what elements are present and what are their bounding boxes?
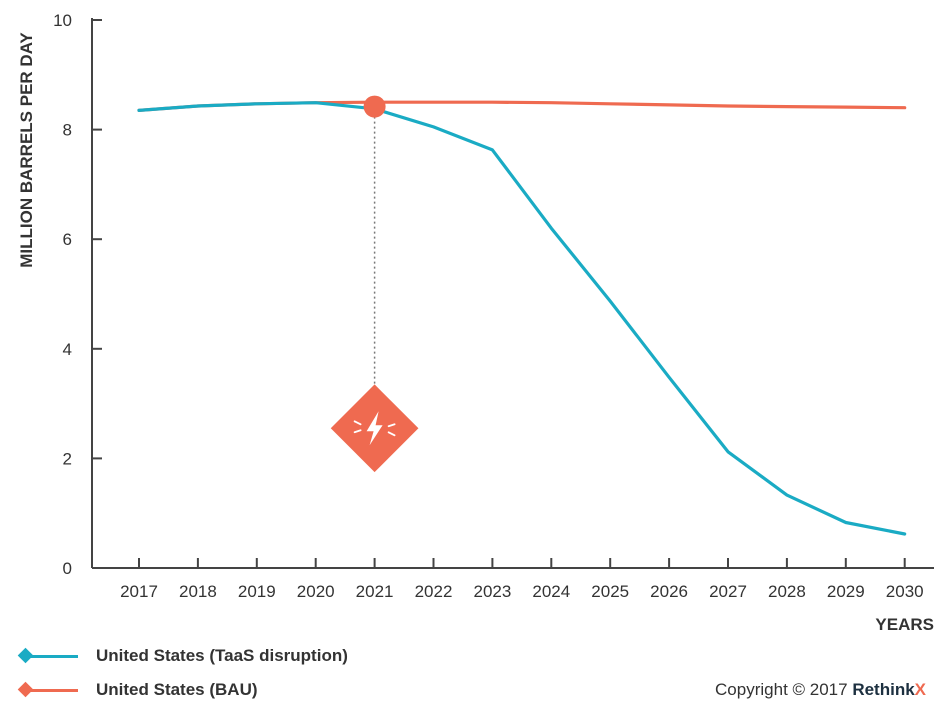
y-tick-label: 8 <box>63 121 72 140</box>
lightning-bolt-shape <box>366 411 383 446</box>
series-line-taas <box>137 101 907 536</box>
x-tick-label: 2030 <box>886 582 924 601</box>
legend-label-bau: United States (BAU) <box>96 680 258 699</box>
y-tick-label: 4 <box>63 340 72 359</box>
line-chart: 0 2 4 6 8 10 2017 2018 2019 2020 2021 2022 2023 2024… <box>17 11 934 634</box>
diamond-icon <box>17 647 34 664</box>
legend-label-taas: United States (TaaS disruption) <box>96 646 348 665</box>
brand-logo-x: X <box>914 680 926 699</box>
spark-line <box>387 431 396 437</box>
x-tick-label: 2018 <box>179 582 217 601</box>
x-tick-label: 2026 <box>650 582 688 601</box>
series-layer <box>137 100 907 536</box>
brand-logo-text: Rethink <box>852 680 915 699</box>
copyright-text: Copyright © 2017 <box>715 680 853 699</box>
x-tick-label: 2024 <box>532 582 570 601</box>
diamond-icon <box>17 681 34 698</box>
x-axis: 2017 2018 2019 2020 2021 2022 2023 2024 2025 2026… <box>92 558 934 601</box>
x-tick-label: 2023 <box>473 582 511 601</box>
spark-line <box>387 423 396 428</box>
x-tick-label: 2017 <box>120 582 158 601</box>
x-axis-label: YEARS <box>875 615 934 634</box>
disruption-point-marker <box>363 95 386 118</box>
annotation-layer <box>330 95 419 473</box>
legend-item-bau: United States (BAU) <box>14 680 258 700</box>
y-tick-label: 2 <box>63 449 72 468</box>
y-axis-label: MILLION BARRELS PER DAY <box>17 32 36 268</box>
x-tick-label: 2022 <box>415 582 453 601</box>
spark-line <box>353 429 362 434</box>
legend-swatch-bau <box>14 680 78 700</box>
legend-item-taas: United States (TaaS disruption) <box>14 646 348 666</box>
legend-swatch-taas <box>14 646 78 666</box>
copyright-notice: Copyright © 2017 RethinkX <box>715 680 926 700</box>
y-tick-label: 10 <box>53 11 72 30</box>
spark-line <box>353 420 362 426</box>
x-tick-label: 2020 <box>297 582 335 601</box>
y-tick-label: 0 <box>63 559 72 578</box>
x-tick-label: 2027 <box>709 582 747 601</box>
x-tick-label: 2019 <box>238 582 276 601</box>
x-tick-label: 2028 <box>768 582 806 601</box>
disruption-diamond <box>330 384 419 473</box>
lightning-bolt-icon <box>353 411 396 446</box>
x-tick-label: 2025 <box>591 582 629 601</box>
x-tick-label: 2029 <box>827 582 865 601</box>
y-axis: 0 2 4 6 8 10 <box>53 11 102 578</box>
y-tick-label: 6 <box>63 230 72 249</box>
x-tick-label: 2021 <box>356 582 394 601</box>
